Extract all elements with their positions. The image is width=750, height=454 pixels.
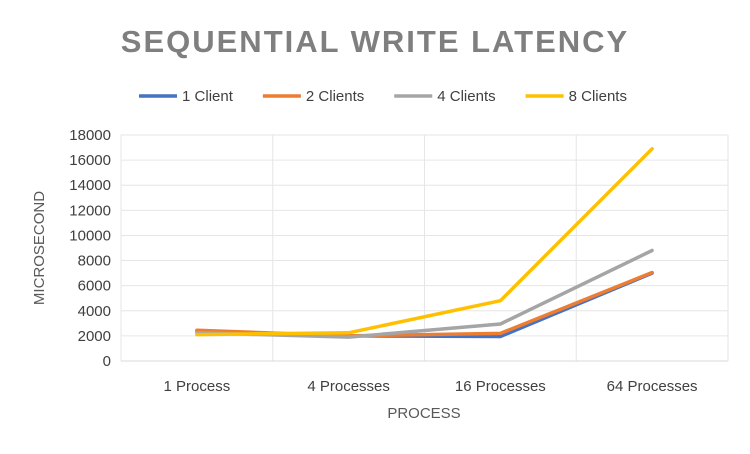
- series-lines: [195, 147, 654, 339]
- y-tick-label: 10000: [69, 227, 111, 244]
- legend-label: 1 Client: [182, 88, 234, 105]
- y-tick-label: 2000: [78, 328, 111, 345]
- y-tick-label: 12000: [69, 202, 111, 219]
- x-tick-label: 64 Processes: [607, 378, 698, 395]
- x-axis-ticks: 1 Process 4 Processes 16 Processes 64 Proce…: [164, 378, 698, 395]
- x-tick-label: 16 Processes: [455, 378, 546, 395]
- x-gridlines: [120, 135, 729, 361]
- y-axis-title: MICROSECOND: [31, 191, 48, 305]
- y-tick-label: 0: [103, 353, 111, 370]
- x-axis-title: PROCESS: [387, 405, 460, 422]
- y-tick-label: 18000: [69, 127, 111, 144]
- y-tick-label: 8000: [78, 253, 111, 270]
- legend-label: 8 Clients: [569, 88, 627, 105]
- x-tick-label: 4 Processes: [307, 378, 390, 395]
- legend: 1 Client 2 Clients 4 Clients 8 Clients: [139, 88, 627, 105]
- y-tick-label: 16000: [69, 152, 111, 169]
- legend-label: 4 Clients: [437, 88, 495, 105]
- legend-label: 2 Clients: [306, 88, 364, 105]
- series-line-8-clients: [195, 147, 654, 337]
- y-tick-label: 6000: [78, 278, 111, 295]
- x-tick-label: 1 Process: [164, 378, 231, 395]
- chart-title: SEQUENTIAL WRITE LATENCY: [121, 24, 629, 59]
- y-axis-ticks: 0 2000 4000 6000 8000 10000 12000 14000 16000 180…: [69, 127, 111, 370]
- y-tick-label: 4000: [78, 303, 111, 320]
- y-tick-label: 14000: [69, 177, 111, 194]
